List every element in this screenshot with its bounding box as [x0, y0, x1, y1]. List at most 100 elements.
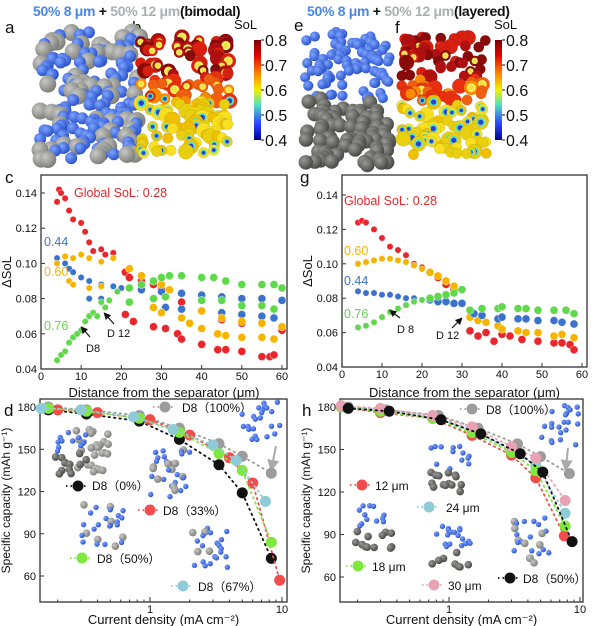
large-particle	[301, 94, 316, 109]
small-particle	[106, 523, 113, 529]
small-particle	[433, 461, 440, 467]
small-particle	[433, 531, 440, 537]
small-particle	[546, 550, 552, 556]
small-particle	[515, 539, 521, 546]
large-particle	[452, 548, 461, 557]
large-particle	[82, 455, 90, 464]
small-particle	[200, 532, 206, 539]
small-particle	[149, 473, 155, 479]
small-particle	[535, 521, 542, 528]
data-point	[177, 289, 186, 298]
large-particle	[87, 429, 95, 438]
small-particle	[455, 532, 461, 539]
legend-label: D8（0%）	[92, 479, 149, 493]
small-particle	[224, 564, 231, 570]
data-point	[370, 256, 378, 264]
large-particle	[111, 542, 120, 550]
small-particle	[80, 539, 86, 545]
data-point	[177, 334, 186, 344]
annotation-s060: 0.60	[44, 265, 68, 279]
data-point	[410, 262, 418, 270]
data-point	[533, 336, 543, 346]
particle	[479, 34, 491, 47]
small-particle	[224, 528, 230, 535]
data-point	[69, 215, 77, 223]
inset-d8-50	[79, 500, 127, 550]
chart-g: 0.04 0.06 0.08 0.10 0.12 0.14 0 10 20 30 40 50 60 Dis…	[300, 174, 588, 400]
legend-marker	[504, 572, 516, 584]
small-particle	[574, 421, 581, 427]
y-tick-label: 90	[324, 530, 336, 542]
large-particle	[93, 443, 102, 452]
layered-structure-render	[298, 26, 397, 173]
data-point	[362, 258, 370, 266]
particle-core	[172, 87, 178, 93]
small-particle	[458, 542, 465, 549]
annotation-d8: D8	[86, 343, 100, 355]
large-particle	[72, 426, 81, 435]
colorbar-tick-label: 0.8	[265, 33, 287, 50]
large-particle	[93, 535, 102, 544]
data-point	[85, 284, 93, 292]
y-tick-label: 0.10	[317, 259, 338, 271]
large-particle	[325, 134, 341, 150]
data-point	[221, 345, 231, 354]
small-particle	[95, 522, 102, 528]
particle	[459, 40, 471, 52]
small-particle	[382, 56, 394, 67]
panel-label-g: g	[300, 168, 309, 187]
colorbar-tick-label: 0.6	[265, 83, 287, 100]
particle-core	[475, 132, 479, 136]
data-point	[269, 280, 279, 289]
large-particle	[103, 449, 112, 458]
large-particle	[332, 117, 348, 133]
small-particle	[274, 399, 281, 405]
data-point	[530, 452, 542, 464]
inset-18um	[351, 502, 396, 552]
data-point	[61, 259, 69, 267]
particle	[445, 61, 457, 73]
small-particle	[239, 411, 245, 417]
data-point	[549, 316, 559, 325]
small-particle	[459, 457, 465, 463]
legend-marker	[177, 580, 189, 592]
data-point	[274, 574, 286, 586]
colorbar-label: SoL	[234, 17, 257, 32]
data-point	[513, 314, 523, 324]
small-particle	[148, 491, 154, 498]
legend-label: 30 μm	[448, 579, 482, 593]
legend-marker	[76, 552, 88, 564]
legend-label: 18 μm	[372, 560, 406, 574]
small-particle	[153, 458, 160, 464]
data-point	[221, 276, 231, 286]
large-particle	[387, 529, 396, 537]
data-point	[418, 296, 426, 304]
data-point	[386, 255, 394, 263]
small-particle	[183, 483, 189, 490]
particle	[480, 147, 492, 159]
large-particle	[360, 157, 375, 173]
small-particle	[79, 532, 85, 539]
small-particle	[180, 475, 186, 481]
annotation-s076: 0.76	[44, 319, 68, 333]
data-point	[85, 295, 93, 303]
annotation-d8: D 8	[397, 324, 414, 336]
data-point	[449, 299, 459, 308]
small-particle	[83, 98, 96, 111]
legend-label: D8（67%）	[198, 580, 261, 594]
series-D8（50%）: D8（50%）	[342, 402, 586, 586]
small-particle	[300, 72, 311, 83]
small-particle	[202, 563, 208, 569]
particle-core	[443, 53, 448, 58]
data-point	[269, 304, 279, 314]
y-tick-label: 60	[324, 572, 336, 584]
small-particle	[451, 529, 458, 535]
title-part-12um: 50% 12 μm	[384, 3, 454, 19]
large-particle	[429, 483, 438, 491]
data-point	[265, 467, 277, 479]
y-tick-label: 0.14	[16, 188, 37, 200]
particle-core	[225, 139, 229, 144]
small-particle	[257, 415, 263, 421]
small-particle	[264, 405, 270, 411]
data-point	[217, 313, 227, 323]
